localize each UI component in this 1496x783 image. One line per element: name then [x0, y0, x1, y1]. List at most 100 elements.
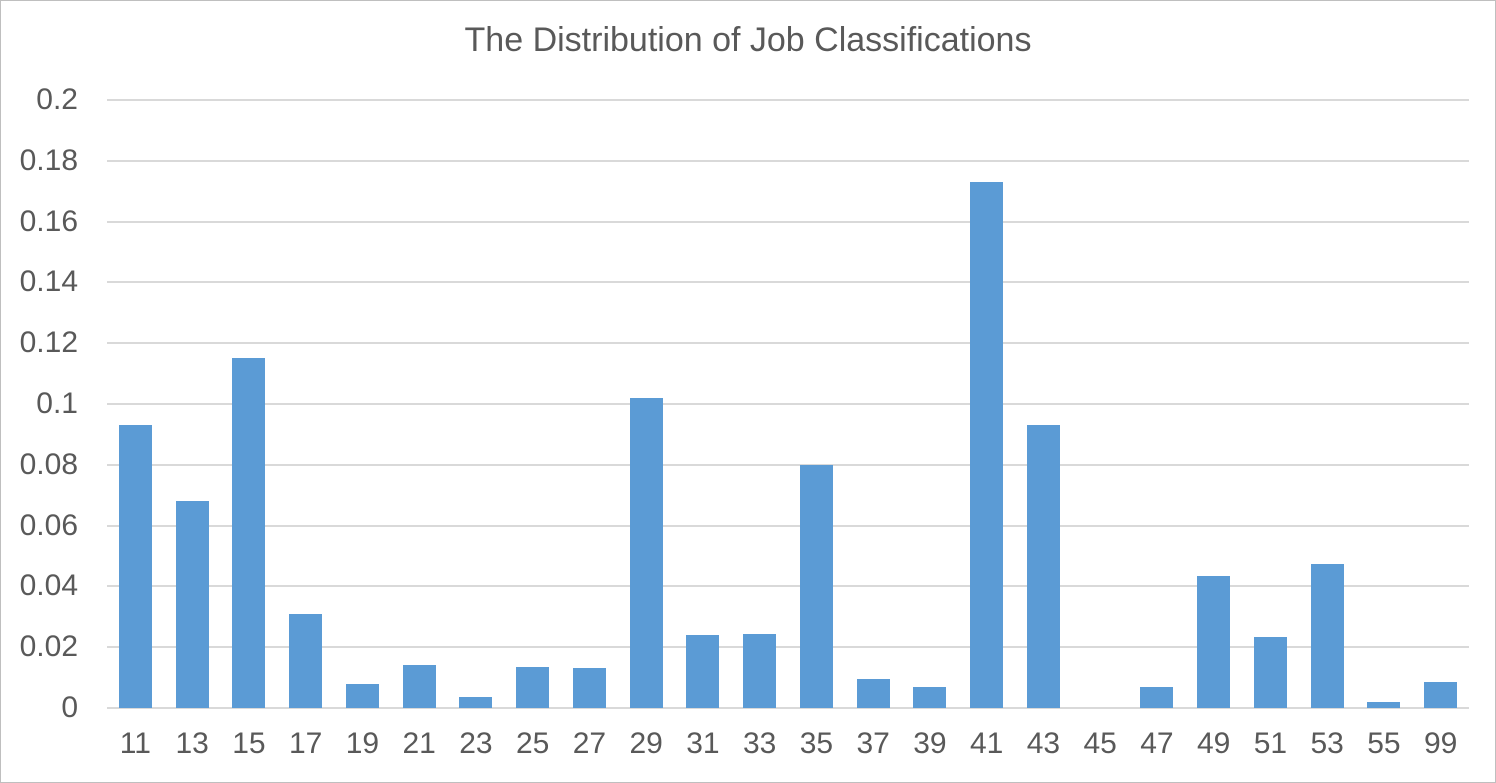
- bar-slot: [221, 100, 278, 708]
- y-tick-label: 0.2: [36, 83, 78, 116]
- y-tick-label: 0.1: [36, 387, 78, 420]
- bar-slot: [1242, 100, 1299, 708]
- gridline: [107, 159, 1469, 162]
- x-tick-label: 21: [402, 727, 436, 760]
- bar-41: [970, 182, 1004, 708]
- bar-53: [1310, 563, 1344, 708]
- x-tick-label: 35: [799, 727, 834, 760]
- chart-title: The Distribution of Job Classifications: [464, 21, 1032, 59]
- bar-slot: [1129, 100, 1186, 708]
- bar-slot: [1015, 100, 1072, 708]
- bar-slot: [1299, 100, 1356, 708]
- gridline: [107, 220, 1469, 223]
- bar-11: [118, 425, 152, 708]
- x-tick-label: 33: [742, 727, 777, 760]
- bar-slot: [958, 100, 1015, 708]
- gridline: [107, 403, 1469, 405]
- x-tick-label: 39: [913, 727, 947, 760]
- x-tick-label: 23: [459, 727, 493, 760]
- x-axis-labels: 11 13 15 17 19 21 23 25 27 29 31 33 35 37 39 41 43 45 47 49…: [107, 727, 1469, 761]
- bar-slot: [788, 100, 845, 708]
- bar-slot: [391, 100, 448, 708]
- x-tick-label: 41: [969, 727, 1004, 760]
- bar-51: [1253, 636, 1287, 708]
- bar-25: [516, 666, 550, 708]
- x-tick-label: 49: [1196, 727, 1231, 760]
- y-tick-label: 0.16: [19, 204, 78, 238]
- gridline: [107, 281, 1469, 284]
- x-tick-label: 31: [686, 727, 720, 760]
- gridline: [107, 99, 1469, 101]
- gridline: [107, 585, 1469, 588]
- bar-17: [289, 613, 323, 708]
- bar-13: [175, 501, 209, 708]
- bar-slot: [618, 100, 675, 708]
- bar-19: [345, 683, 379, 708]
- bar-slot: [277, 100, 334, 708]
- bar-23: [459, 697, 493, 708]
- bar-31: [686, 635, 720, 708]
- x-tick-label: 99: [1423, 727, 1458, 760]
- bar-slot: [731, 100, 788, 708]
- bar-slot: [902, 100, 959, 708]
- y-axis-labels: 0 0.02 0.04 0.06 0.08 0.1 0.12 0.14 0.16 0.18 0.2: [1, 83, 78, 724]
- x-tick-label: 55: [1367, 727, 1401, 760]
- x-tick-label: 15: [232, 727, 266, 760]
- bar-slot: [845, 100, 902, 708]
- y-tick-label: 0.04: [19, 569, 78, 603]
- x-tick-label: 27: [572, 727, 607, 760]
- x-tick-label: 17: [288, 727, 323, 760]
- bar-slot: [448, 100, 505, 708]
- bar-slot: [675, 100, 732, 708]
- bar-slot: [164, 100, 221, 708]
- bar-99: [1424, 682, 1458, 708]
- y-tick-label: 0: [61, 691, 78, 724]
- x-tick-label: 13: [175, 727, 209, 760]
- bar-slot: [1356, 100, 1413, 708]
- x-tick-label: 25: [515, 727, 550, 760]
- x-tick-label: 11: [119, 727, 151, 760]
- y-tick-label: 0.18: [19, 143, 78, 177]
- bar-37: [856, 679, 890, 708]
- bars: [107, 100, 1469, 708]
- gridlines: [107, 99, 1469, 709]
- bar-slot: [107, 100, 164, 708]
- y-tick-label: 0.12: [19, 326, 78, 360]
- y-tick-label: 0.14: [19, 265, 78, 299]
- bar-39: [913, 686, 947, 708]
- bar-43: [1026, 425, 1060, 708]
- bar-slot: [561, 100, 618, 708]
- bar-33: [743, 633, 777, 708]
- bar-15: [232, 358, 266, 708]
- x-tick-label: 51: [1253, 727, 1288, 760]
- bar-slot: [504, 100, 561, 708]
- x-tick-label: 37: [856, 727, 890, 760]
- x-tick-label: 19: [345, 727, 380, 760]
- gridline: [107, 524, 1469, 527]
- x-axis-line: [107, 707, 1469, 709]
- plot-area: [107, 99, 1469, 709]
- gridline: [107, 463, 1469, 466]
- x-tick-label: 29: [629, 727, 663, 760]
- bar-slot: [1412, 100, 1469, 708]
- x-tick-label: 45: [1083, 727, 1117, 760]
- bar-slot: [1072, 100, 1129, 708]
- bar-slot: [334, 100, 391, 708]
- y-tick-label: 0.02: [19, 630, 78, 664]
- y-tick-label: 0.06: [19, 508, 78, 542]
- bar-29: [629, 397, 663, 708]
- bar-47: [1140, 686, 1174, 708]
- bar-55: [1367, 701, 1401, 708]
- y-tick-label: 0.08: [19, 447, 78, 481]
- x-tick-label: 53: [1310, 727, 1344, 760]
- bar-49: [1197, 575, 1231, 708]
- bar-27: [572, 668, 606, 708]
- gridline: [107, 342, 1469, 345]
- bar-slot: [1185, 100, 1242, 708]
- bar-35: [799, 464, 833, 708]
- bar-21: [402, 665, 436, 708]
- x-tick-label: 43: [1026, 727, 1061, 760]
- gridline: [107, 646, 1469, 649]
- x-tick-label: 47: [1140, 727, 1174, 760]
